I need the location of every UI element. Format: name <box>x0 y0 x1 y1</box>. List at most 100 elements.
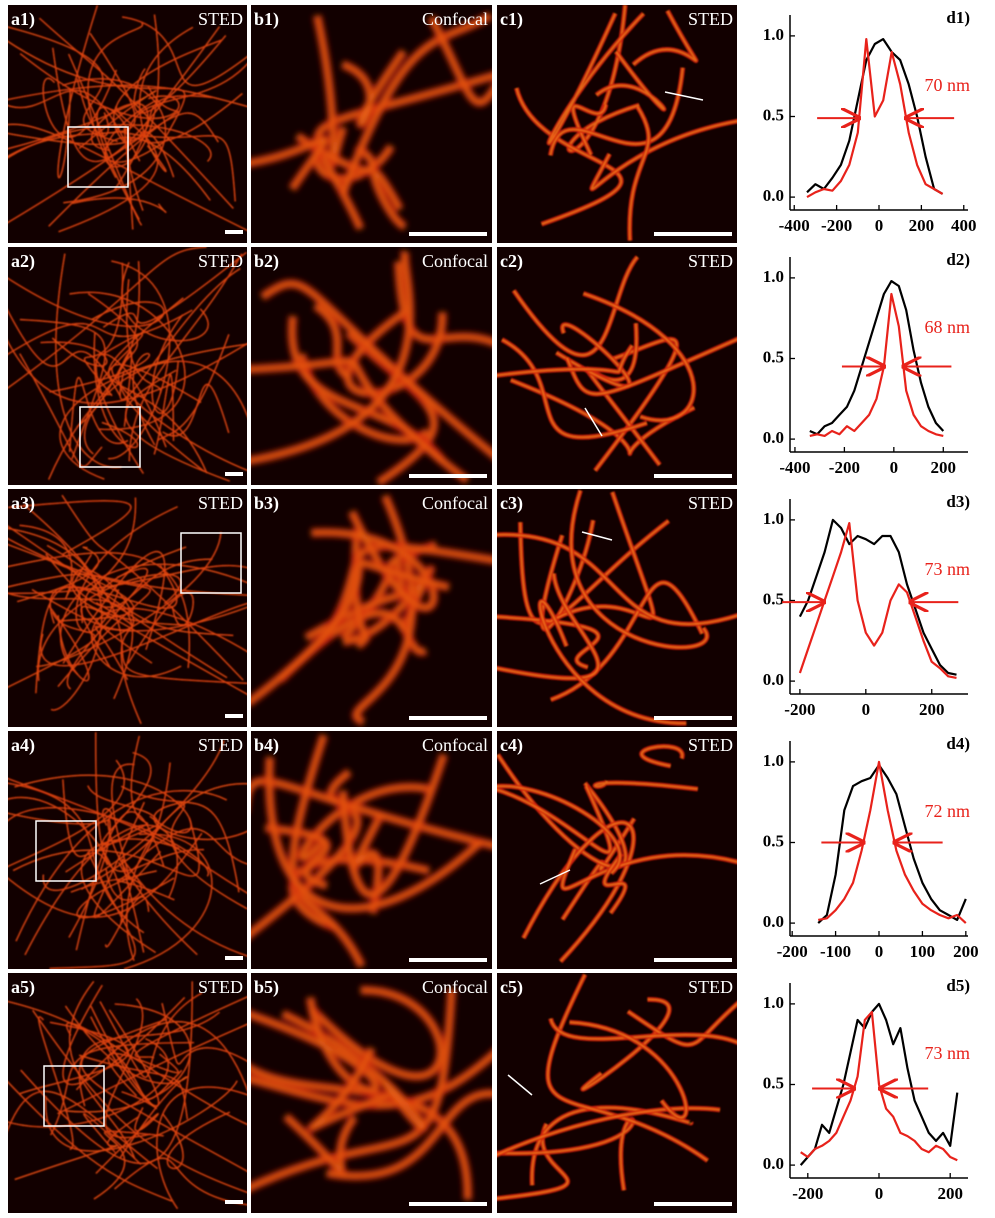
filament-core <box>583 292 695 422</box>
filament-core <box>13 817 200 877</box>
filament-core <box>354 495 414 724</box>
x-tick-label: 200 <box>953 942 979 961</box>
filament-core <box>162 1111 230 1169</box>
filament-core <box>135 996 247 1059</box>
filament-core <box>8 574 247 596</box>
filament-core <box>314 304 349 378</box>
filament-core <box>113 39 222 143</box>
filament-core <box>632 10 697 66</box>
filament-core <box>251 997 378 1092</box>
panel-label: d2) <box>946 250 970 269</box>
filament-core <box>48 604 89 681</box>
filament-core <box>61 495 244 681</box>
panel-mode: STED <box>198 493 243 513</box>
panel-mode: Confocal <box>422 251 488 271</box>
filament-layer <box>251 250 492 485</box>
filament-core <box>95 732 204 872</box>
roi-box <box>43 1065 105 1127</box>
profile-line <box>809 280 945 436</box>
filament-core <box>282 1012 425 1130</box>
scale-bar <box>225 714 243 718</box>
filament-core <box>497 533 737 625</box>
scale-bar <box>409 474 487 478</box>
filament-core <box>595 51 665 111</box>
filament-core <box>72 197 166 213</box>
panel-mode: STED <box>688 493 733 513</box>
filament-core <box>8 1001 182 1100</box>
filament-core <box>8 85 247 107</box>
y-tick-label: 0.5 <box>763 347 784 366</box>
filament-core <box>572 104 607 156</box>
y-tick-label: 1.0 <box>763 267 784 286</box>
y-tick-label: 0.5 <box>763 1073 784 1092</box>
panel-label: b3) <box>254 493 279 514</box>
roi-box <box>79 406 141 468</box>
filament-core <box>58 105 158 233</box>
x-tick-label: -400 <box>779 216 810 235</box>
fwhm-label: 73 nm <box>924 1043 970 1063</box>
filament-core <box>549 491 654 623</box>
filament-core <box>114 1157 247 1206</box>
filament-layer <box>497 255 737 473</box>
filament-layer <box>514 5 737 241</box>
filaments <box>251 11 492 231</box>
filament-core <box>8 124 212 162</box>
filament-core <box>8 1081 173 1202</box>
micrograph: a4) STED <box>8 731 247 969</box>
filament-core <box>8 783 145 933</box>
filament-layer <box>497 489 737 726</box>
micrograph: c2) STED <box>497 247 737 485</box>
filaments <box>251 494 492 727</box>
micrograph: c1) STED <box>497 5 737 243</box>
micrograph: a2) STED <box>8 247 247 485</box>
filament-core <box>497 785 621 875</box>
panel-label: c1) <box>500 9 523 30</box>
panel-label: d4) <box>946 734 970 753</box>
scale-bar <box>654 958 732 962</box>
scale-bar <box>225 472 243 476</box>
panel-label: d3) <box>946 492 970 511</box>
filament-core <box>549 67 684 156</box>
filament-core <box>251 989 454 1189</box>
filament-core <box>50 1042 195 1136</box>
filament-core <box>547 974 709 1162</box>
filament-core <box>162 384 230 437</box>
profile-line <box>818 760 967 924</box>
filament-core <box>555 323 631 388</box>
filament-core <box>76 350 132 428</box>
panel-label: a1) <box>11 9 35 30</box>
filament-core <box>77 78 109 137</box>
y-tick-label: 0.0 <box>763 912 784 931</box>
filament-core <box>36 531 222 667</box>
filaments <box>497 489 737 726</box>
filament-core <box>39 17 234 209</box>
y-tick-label: 0.5 <box>763 105 784 124</box>
filament-layer <box>8 5 247 233</box>
scale-bar <box>654 1202 732 1206</box>
filament-core <box>8 1091 158 1169</box>
filament-core <box>20 53 180 119</box>
filament-core <box>8 309 193 355</box>
filament-core <box>265 826 329 888</box>
filament-core <box>81 838 180 953</box>
panel-label: b1) <box>254 9 279 30</box>
panel-label: b2) <box>254 251 279 272</box>
filament-core <box>497 1123 569 1200</box>
filament-core <box>32 1010 247 1193</box>
filament-core <box>372 170 406 229</box>
panel-mode: STED <box>688 251 733 271</box>
micrograph: b1) Confocal <box>251 5 492 243</box>
filament-core <box>8 310 121 397</box>
filament-layer <box>8 494 247 725</box>
filaments <box>251 733 492 969</box>
filament-core <box>14 775 192 833</box>
filament-core <box>139 27 194 172</box>
scale-bar <box>409 958 487 962</box>
filament-core <box>49 851 136 969</box>
panel-label: c5) <box>500 977 523 998</box>
filament-layer <box>497 973 737 1201</box>
filament-core <box>341 754 446 897</box>
filament-core <box>8 525 234 636</box>
line-profile <box>664 91 704 101</box>
panel-label: d5) <box>946 976 970 995</box>
